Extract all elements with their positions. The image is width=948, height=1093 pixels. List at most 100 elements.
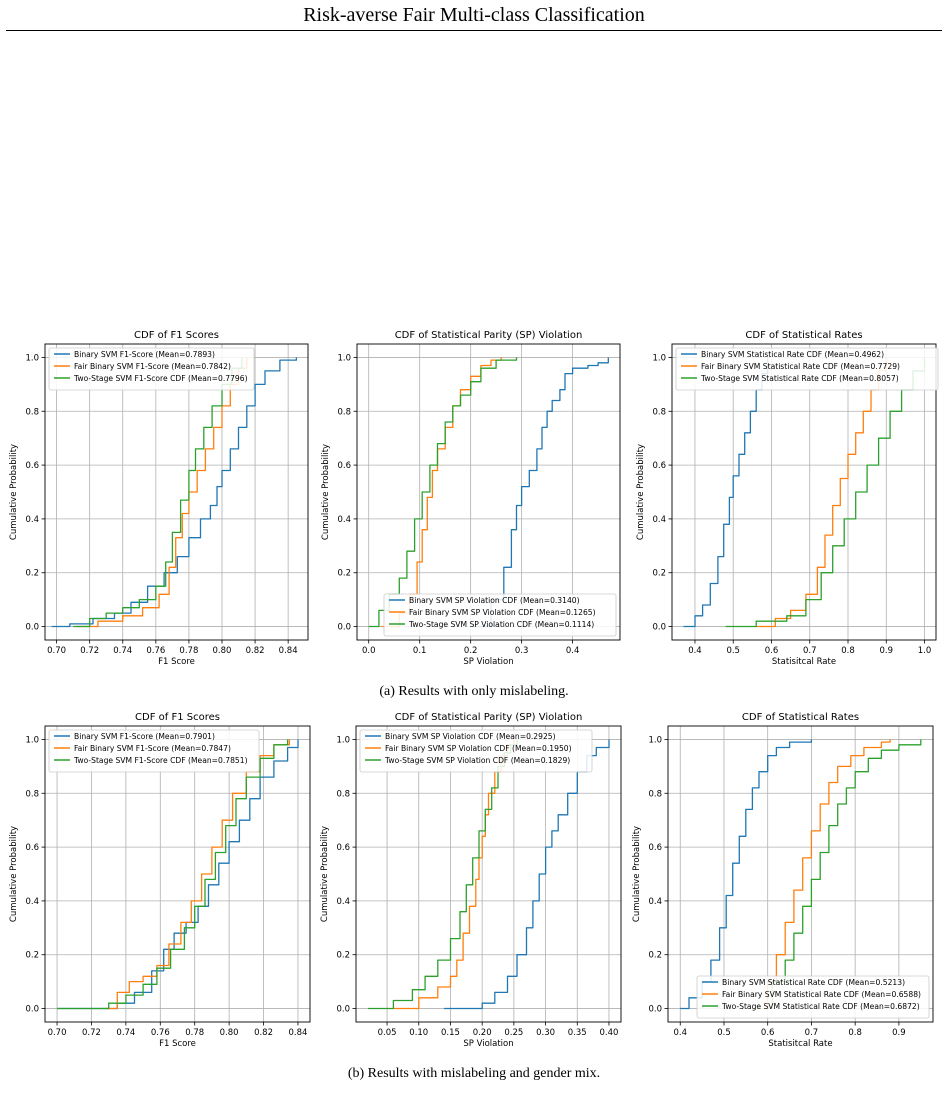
chart-a-sp-violation: CDF of Statistical Parity (SP) Violation… bbox=[321, 330, 621, 667]
series-line-3 bbox=[763, 739, 922, 1010]
legend-label: Binary SVM Statistical Rate CDF (Mean=0.… bbox=[701, 350, 884, 359]
y-tick-label: 0.0 bbox=[652, 623, 666, 633]
x-tick-label: 0.1 bbox=[413, 646, 427, 656]
chart-title: CDF of Statistical Parity (SP) Violation bbox=[395, 712, 583, 723]
x-tick-label: 0.6 bbox=[765, 646, 779, 656]
legend-label: Two-Stage SVM SP Violation CDF (Mean=0.1… bbox=[384, 756, 570, 765]
y-axis-label: Cumulative Probability bbox=[9, 826, 19, 922]
y-tick-label: 0.2 bbox=[336, 951, 350, 961]
x-tick-label: 0.2 bbox=[464, 646, 478, 656]
y-axis-label: Cumulative Probability bbox=[320, 826, 330, 922]
legend-label: Fair Binary SVM F1-Score (Mean=0.7842) bbox=[74, 362, 231, 371]
legend-label: Binary SVM SP Violation CDF (Mean=0.2925… bbox=[385, 732, 556, 741]
y-tick-label: 0.0 bbox=[25, 1005, 39, 1015]
x-tick-label: 0.70 bbox=[48, 1028, 67, 1038]
plot-frame bbox=[671, 343, 937, 641]
y-tick-label: 0.0 bbox=[337, 623, 351, 633]
x-tick-label: 0.8 bbox=[841, 646, 855, 656]
plot-frame bbox=[356, 343, 621, 641]
series-line-2 bbox=[76, 357, 248, 628]
chart-title: CDF of F1 Scores bbox=[135, 712, 220, 723]
series-line-3 bbox=[73, 357, 243, 628]
caption-b: (b) Results with mislabeling and gender … bbox=[347, 1066, 601, 1081]
x-tick-label: 0.15 bbox=[441, 1028, 460, 1038]
x-axis-label: Statisitcal Rate bbox=[772, 657, 836, 667]
legend-label: Two-Stage SVM Statistical Rate CDF (Mean… bbox=[700, 374, 899, 383]
x-tick-label: 0.76 bbox=[146, 646, 165, 656]
y-tick-label: 0.0 bbox=[25, 623, 39, 633]
series-line-1 bbox=[51, 357, 298, 628]
legend-box bbox=[48, 729, 260, 773]
legend-box bbox=[675, 347, 939, 391]
legend-label: Binary SVM F1-Score (Mean=0.7893) bbox=[74, 350, 215, 359]
y-tick-label: 0.4 bbox=[25, 515, 39, 525]
x-axis-label: F1 Score bbox=[159, 1039, 196, 1049]
y-tick-label: 0.8 bbox=[652, 407, 666, 417]
series-line-3 bbox=[57, 739, 289, 1010]
y-tick-label: 0.6 bbox=[25, 843, 39, 853]
x-tick-label: 0.0 bbox=[362, 646, 376, 656]
y-axis-label: Cumulative Probability bbox=[9, 444, 19, 540]
legend-box bbox=[696, 975, 930, 1019]
y-tick-label: 0.8 bbox=[648, 789, 662, 799]
series-line-1 bbox=[57, 739, 299, 1010]
y-tick-label: 0.4 bbox=[336, 897, 350, 907]
x-tick-label: 0.7 bbox=[805, 1028, 819, 1038]
x-tick-label: 0.9 bbox=[879, 646, 893, 656]
x-tick-label: 1.0 bbox=[918, 646, 932, 656]
y-tick-label: 0.2 bbox=[652, 569, 666, 579]
x-tick-label: 0.10 bbox=[409, 1028, 428, 1038]
y-tick-label: 0.2 bbox=[25, 951, 39, 961]
chart-title: CDF of F1 Scores bbox=[134, 330, 219, 341]
y-tick-label: 0.4 bbox=[337, 515, 351, 525]
legend-label: Two-Stage SVM F1-Score CDF (Mean=0.7796) bbox=[73, 374, 248, 383]
series-line-3 bbox=[368, 357, 518, 628]
x-tick-label: 0.82 bbox=[254, 1028, 273, 1038]
legend-label: Two-Stage SVM F1-Score CDF (Mean=0.7851) bbox=[73, 756, 248, 765]
plot-frame bbox=[355, 725, 622, 1023]
x-tick-label: 0.3 bbox=[515, 646, 529, 656]
y-tick-label: 1.0 bbox=[337, 353, 351, 363]
x-tick-label: 0.6 bbox=[761, 1028, 775, 1038]
y-tick-label: 1.0 bbox=[25, 735, 39, 745]
legend-box bbox=[359, 729, 593, 773]
legend-label: Two-Stage SVM Statistical Rate CDF (Mean… bbox=[721, 1002, 920, 1011]
series-line-2 bbox=[393, 739, 515, 1010]
legend-label: Fair Binary SVM SP Violation CDF (Mean=0… bbox=[409, 608, 596, 617]
legend-box bbox=[383, 593, 617, 637]
y-tick-label: 0.2 bbox=[337, 569, 351, 579]
y-tick-label: 0.0 bbox=[648, 1005, 662, 1015]
x-tick-label: 0.8 bbox=[848, 1028, 862, 1038]
x-axis-label: F1 Score bbox=[158, 657, 195, 667]
series-line-1 bbox=[683, 357, 769, 628]
x-tick-label: 0.5 bbox=[726, 646, 740, 656]
plot-frame bbox=[44, 343, 309, 641]
series-line-2 bbox=[756, 357, 887, 628]
y-tick-label: 0.2 bbox=[648, 951, 662, 961]
y-tick-label: 0.2 bbox=[25, 569, 39, 579]
x-tick-label: 0.5 bbox=[717, 1028, 731, 1038]
caption-a: (a) Results with only mislabeling. bbox=[379, 684, 569, 699]
x-tick-label: 0.80 bbox=[213, 646, 232, 656]
series-line-2 bbox=[759, 739, 891, 1010]
x-tick-label: 0.78 bbox=[185, 1028, 204, 1038]
x-tick-label: 0.35 bbox=[568, 1028, 587, 1038]
x-axis-label: SP Violation bbox=[463, 1039, 513, 1049]
y-tick-label: 0.4 bbox=[25, 897, 39, 907]
y-tick-label: 0.6 bbox=[336, 843, 350, 853]
series-line-1 bbox=[444, 739, 610, 1010]
legend-label: Fair Binary SVM Statistical Rate CDF (Me… bbox=[701, 362, 900, 371]
y-tick-label: 0.6 bbox=[25, 461, 39, 471]
legend-label: Two-Stage SVM SP Violation CDF (Mean=0.1… bbox=[408, 620, 594, 629]
y-axis-label: Cumulative Probability bbox=[632, 826, 642, 922]
x-tick-label: 0.80 bbox=[220, 1028, 239, 1038]
x-tick-label: 0.4 bbox=[688, 646, 702, 656]
y-tick-label: 0.6 bbox=[648, 843, 662, 853]
y-tick-label: 0.6 bbox=[337, 461, 351, 471]
series-line-1 bbox=[680, 739, 813, 1010]
y-tick-label: 0.4 bbox=[652, 515, 666, 525]
y-tick-label: 1.0 bbox=[25, 353, 39, 363]
y-tick-label: 0.8 bbox=[25, 789, 39, 799]
y-tick-label: 0.4 bbox=[648, 897, 662, 907]
x-tick-label: 0.25 bbox=[504, 1028, 523, 1038]
